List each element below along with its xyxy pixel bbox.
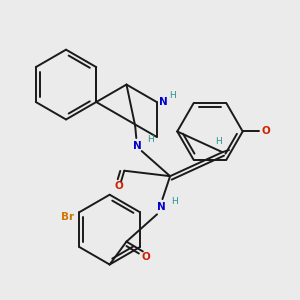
Text: H: H <box>171 197 178 206</box>
Text: Br: Br <box>61 212 74 221</box>
Text: H: H <box>147 135 154 144</box>
Text: N: N <box>133 141 142 151</box>
Text: O: O <box>261 127 270 136</box>
Text: H: H <box>169 91 176 100</box>
Text: N: N <box>157 202 166 212</box>
Text: O: O <box>142 252 151 262</box>
Text: N: N <box>159 97 168 107</box>
Text: O: O <box>115 181 123 191</box>
Text: H: H <box>215 137 221 146</box>
